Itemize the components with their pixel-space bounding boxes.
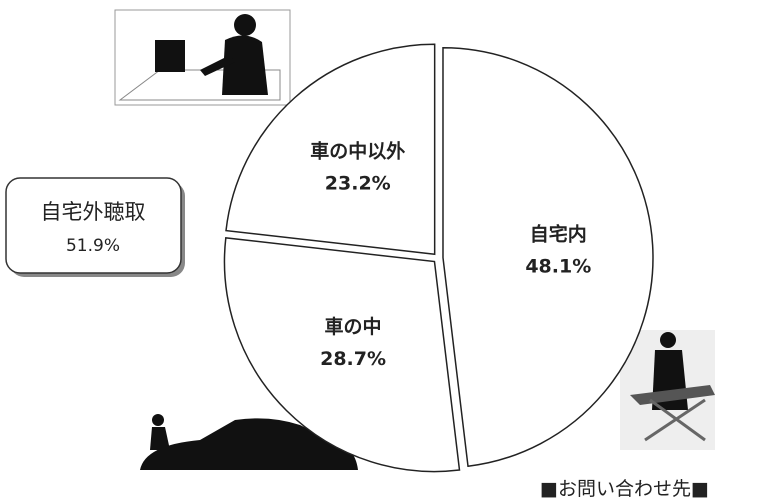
slice-value-label: 28.7%: [320, 348, 386, 370]
chart: 自宅外聴取 51.9% ■お問い合わせ先■ 自宅内 48.1% 車の中 28.7% 車の…: [0, 0, 781, 501]
annotation-value: 51.9%: [66, 236, 120, 256]
slice-label: 車の中: [325, 315, 382, 338]
slice-value-label: 48.1%: [525, 255, 591, 277]
footer: ■お問い合わせ先■: [540, 478, 709, 500]
annotation-box: 自宅外聴取 51.9%: [6, 178, 185, 277]
illustration-ironing: [620, 330, 715, 450]
slice-label: 車の中以外: [310, 140, 405, 163]
slice-value-label: 23.2%: [325, 173, 391, 195]
annotation-text: 自宅外聴取: [41, 200, 146, 224]
slice-label: 自宅内: [530, 222, 587, 245]
illustration-office: [115, 10, 290, 105]
